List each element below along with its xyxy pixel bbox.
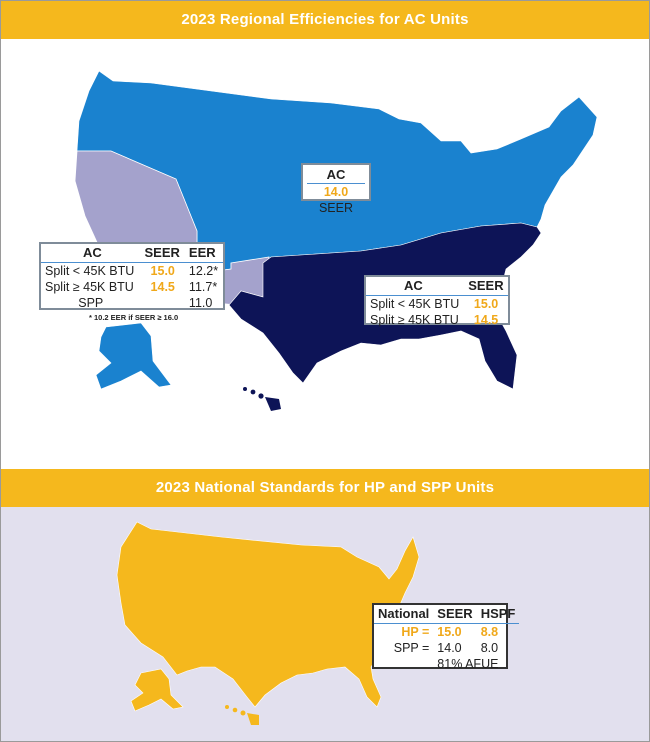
sw-header-eer: EER [184, 244, 223, 263]
sw-row-label: Split < 45K BTU [45, 264, 135, 278]
sw-row-label: SPP [78, 296, 104, 310]
nat-row-label: HP = [401, 625, 430, 639]
top-banner: 2023 Regional Efficiencies for AC Units [1, 1, 649, 39]
sw-header-seer: SEER [140, 244, 185, 263]
nat-row-seer: 15.0 [437, 625, 462, 639]
se-row-seer: 15.0 [473, 297, 499, 311]
nat-row-seer: 14.0 [437, 641, 462, 655]
national-alaska [130, 668, 184, 712]
hawaii [243, 387, 281, 411]
sw-row-label: Split ≥ 45K BTU [45, 280, 134, 294]
national-map [116, 521, 420, 725]
southwest-footnote: * 10.2 EER if SEER ≥ 16.0 [89, 313, 179, 322]
national-hawaii [225, 705, 259, 725]
southeast-legend-box: AC SEER Split < 45K BTU 15.0 Split ≥ 45K… [364, 275, 510, 327]
national-legend-box: National SEER HSPF HP = 15.0 8.8 SPP = 1… [372, 603, 520, 672]
se-row-label: Split < 45K BTU [370, 297, 460, 311]
sw-header-ac: AC [41, 244, 141, 263]
nat-row-seer: 81% AFUE [437, 657, 499, 671]
nat-row-label [374, 656, 433, 672]
nat-header-seer: SEER [433, 605, 477, 624]
sw-row-eer: 11.0 [188, 296, 213, 310]
sw-row-seer: 15.0 [150, 264, 175, 278]
nat-header-national: National [374, 605, 434, 624]
north-ac-title: AC [307, 167, 365, 184]
nat-row-hspf: 8.8 [480, 625, 499, 639]
se-header-seer: SEER [464, 277, 508, 296]
southwest-legend-box: AC SEER EER Split < 45K BTU 15.0 12.2* S… [39, 242, 225, 310]
se-header-ac: AC [366, 277, 465, 296]
nat-row-label: SPP = [393, 641, 430, 655]
north-seer-label: SEER [318, 201, 354, 215]
sw-row-eer: 11.7* [188, 280, 218, 294]
se-row-label: Split ≥ 45K BTU [370, 313, 459, 327]
north-seer-value: 14.0 [323, 185, 349, 199]
sw-row-seer: 14.5 [150, 280, 175, 294]
nat-header-hspf: HSPF [476, 605, 520, 624]
nat-row-hspf: 8.0 [480, 641, 499, 655]
national-us-map [116, 521, 420, 708]
bottom-banner: 2023 National Standards for HP and SPP U… [1, 469, 649, 507]
sw-row-seer [141, 295, 185, 311]
sw-row-eer: 12.2* [188, 264, 219, 278]
alaska [95, 322, 172, 390]
national-panel: National SEER HSPF HP = 15.0 8.8 SPP = 1… [1, 507, 649, 741]
regional-map [74, 70, 598, 411]
north-legend-box: AC 14.0 SEER [301, 163, 371, 215]
se-row-seer: 14.5 [473, 313, 499, 327]
